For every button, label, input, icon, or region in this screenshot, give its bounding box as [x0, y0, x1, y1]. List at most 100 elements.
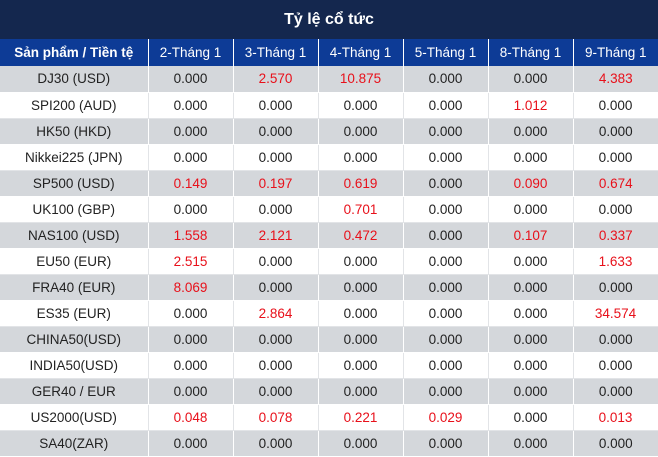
dividend-value-cell: 1.558 [148, 222, 234, 249]
dividend-value-cell: 2.570 [233, 66, 319, 93]
product-cell: DJ30 (USD) [0, 66, 149, 93]
dividend-value-cell: 0.619 [318, 170, 404, 197]
dividend-value-cell: 34.574 [573, 300, 658, 327]
dividend-value-cell: 0.000 [488, 378, 574, 405]
dividend-value-cell: 0.078 [233, 404, 319, 431]
dividend-value-cell: 0.000 [488, 144, 574, 171]
column-header-date: 5-Tháng 1 [403, 39, 489, 66]
product-cell: SA40(ZAR) [0, 430, 149, 457]
table-row: NAS100 (USD) 1.558 2.121 0.472 0.000 0.107 0.3… [0, 222, 658, 249]
dividend-value-cell: 0.000 [403, 378, 489, 405]
table-row: GER40 / EUR 0.000 0.000 0.000 0.000 0.000 0.00… [0, 378, 658, 405]
dividend-value-cell: 0.000 [318, 300, 404, 327]
dividend-value-cell: 0.000 [488, 274, 574, 301]
dividend-value-cell: 0.000 [488, 430, 574, 457]
dividend-value-cell: 0.000 [318, 430, 404, 457]
product-cell: GER40 / EUR [0, 378, 149, 405]
column-header-date: 9-Tháng 1 [584, 45, 647, 60]
product-cell: UK100 (GBP) [0, 196, 149, 223]
table-row: CHINA50(USD) 0.000 0.000 0.000 0.000 0.000 0.0… [0, 326, 658, 353]
dividend-value-cell: 0.000 [573, 274, 658, 301]
table-row: SPI200 (AUD) 0.000 0.000 0.000 0.000 1.012 0.0… [0, 92, 658, 119]
product-cell: Nikkei225 (JPN) [0, 144, 149, 171]
product-cell: HK50 (HKD) [0, 118, 149, 145]
dividend-value-cell: 0.000 [403, 196, 489, 223]
dividend-value-cell: 0.000 [148, 196, 234, 223]
table-body: DJ30 (USD) 0.000 2.570 10.875 0.000 0.000 4.38… [0, 66, 658, 457]
dividend-value-cell: 1.633 [573, 248, 658, 275]
dividend-value-cell: 0.000 [233, 274, 319, 301]
page-title: Tỷ lệ cổ tức [0, 0, 658, 39]
product-cell: NAS100 (USD) [0, 222, 149, 249]
dividend-value-cell: 0.000 [403, 274, 489, 301]
dividend-value-cell: 0.000 [403, 144, 489, 171]
dividend-value-cell: 10.875 [318, 66, 404, 93]
dividend-value-cell: 0.000 [573, 92, 658, 119]
product-cell: ES35 (EUR) [0, 300, 149, 327]
dividend-value-cell: 0.000 [573, 196, 658, 223]
dividend-value-cell: 0.000 [403, 170, 489, 197]
dividend-value-cell: 0.000 [148, 118, 234, 145]
column-header-date: 3-Tháng 1 [233, 39, 319, 66]
dividend-value-cell: 0.000 [233, 352, 319, 379]
table-row: UK100 (GBP) 0.000 0.000 0.701 0.000 0.000 0.00… [0, 196, 658, 223]
table-row: US2000(USD) 0.048 0.078 0.221 0.029 0.000 0.01… [0, 404, 658, 431]
dividend-value-cell: 0.000 [488, 326, 574, 353]
dividend-value-cell: 0.000 [573, 352, 658, 379]
dividend-value-cell: 0.000 [148, 378, 234, 405]
dividend-value-cell: 0.000 [233, 144, 319, 171]
dividend-value-cell: 0.000 [148, 430, 234, 457]
product-cell: FRA40 (EUR) [0, 274, 149, 301]
dividend-table: Sản phẩm / Tiền tệ 2-Tháng 1 3-Tháng 1 4… [0, 39, 658, 457]
dividend-value-cell: 0.029 [403, 404, 489, 431]
dividend-value-cell: 0.000 [318, 248, 404, 275]
dividend-value-cell: 0.149 [148, 170, 234, 197]
dividend-value-cell: 0.197 [233, 170, 319, 197]
dividend-value-cell: 0.000 [233, 248, 319, 275]
dividend-value-cell: 0.000 [488, 352, 574, 379]
dividend-value-cell: 0.000 [233, 378, 319, 405]
dividend-value-cell: 0.000 [318, 352, 404, 379]
dividend-value-cell: 0.000 [233, 92, 319, 119]
dividend-value-cell: 8.069 [148, 274, 234, 301]
dividend-value-cell: 0.000 [403, 248, 489, 275]
table-header-row: Sản phẩm / Tiền tệ 2-Tháng 1 3-Tháng 1 4… [0, 39, 658, 66]
dividend-value-cell: 0.000 [403, 300, 489, 327]
dividend-value-cell: 0.000 [233, 430, 319, 457]
dividend-value-cell: 0.000 [403, 222, 489, 249]
dividend-value-cell: 2.515 [148, 248, 234, 275]
column-header-product: Sản phẩm / Tiền tệ [0, 39, 149, 66]
dividend-value-cell: 2.864 [233, 300, 319, 327]
dividend-value-cell: 0.674 [573, 170, 658, 197]
dividend-value-cell: 0.000 [573, 326, 658, 353]
dividend-value-cell: 0.000 [403, 326, 489, 353]
dividend-value-cell: 0.000 [318, 92, 404, 119]
dividend-value-cell: 0.090 [488, 170, 574, 197]
dividend-value-cell: 0.000 [488, 404, 574, 431]
dividend-value-cell: 0.000 [573, 144, 658, 171]
dividend-value-cell: 0.000 [488, 196, 574, 223]
dividend-value-cell: 0.000 [148, 300, 234, 327]
table-row: DJ30 (USD) 0.000 2.570 10.875 0.000 0.000 4.38… [0, 66, 658, 93]
column-header-date: 8-Tháng 1 [488, 39, 574, 66]
dividend-value-cell: 0.000 [488, 66, 574, 93]
table-row: SA40(ZAR) 0.000 0.000 0.000 0.000 0.000 0.000 [0, 430, 658, 457]
column-header-date: 2-Tháng 1 [148, 39, 234, 66]
dividend-value-cell: 0.000 [233, 118, 319, 145]
dividend-value-cell: 0.000 [318, 144, 404, 171]
table-row: HK50 (HKD) 0.000 0.000 0.000 0.000 0.000 0.000 [0, 118, 658, 145]
dividend-value-cell: 0.013 [573, 404, 658, 431]
dividend-value-cell: 4.383 [573, 66, 658, 93]
dividend-value-cell: 1.012 [488, 92, 574, 119]
product-cell: INDIA50(USD) [0, 352, 149, 379]
dividend-value-cell: 0.000 [403, 352, 489, 379]
dividend-value-cell: 0.000 [148, 92, 234, 119]
product-cell: US2000(USD) [0, 404, 149, 431]
dividend-value-cell: 0.000 [233, 326, 319, 353]
dividend-value-cell: 0.472 [318, 222, 404, 249]
table-row: ES35 (EUR) 0.000 2.864 0.000 0.000 0.000 34.57… [0, 300, 658, 327]
column-header-date: 4-Tháng 1 [318, 39, 404, 66]
product-cell: SP500 (USD) [0, 170, 149, 197]
dividend-value-cell: 0.000 [488, 300, 574, 327]
dividend-value-cell: 0.000 [403, 92, 489, 119]
